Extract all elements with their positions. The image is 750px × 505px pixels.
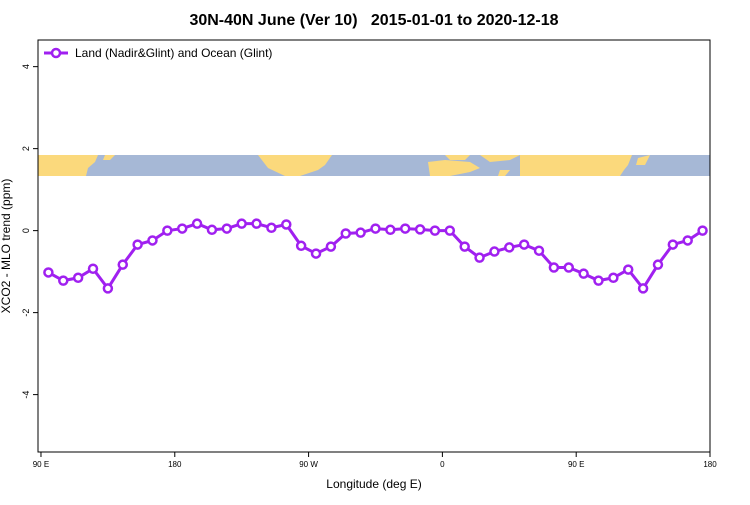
point: [518, 239, 530, 250]
point: [370, 223, 381, 234]
x-tick-label: 0: [440, 460, 445, 469]
x-tick-label: 180: [703, 460, 717, 469]
point: [147, 235, 158, 246]
y-tick-label: -2: [21, 309, 31, 317]
legend-label: Land (Nadir&Glint) and Ocean (Glint): [75, 46, 272, 60]
point: [281, 219, 292, 230]
point: [340, 228, 352, 239]
point: [459, 241, 470, 252]
point: [414, 224, 426, 235]
point: [578, 268, 589, 279]
point: [622, 264, 634, 275]
x-tick-label: 180: [168, 460, 182, 469]
point: [563, 262, 575, 273]
legend-marker: [50, 47, 62, 59]
chart-title: 30N-40N June (Ver 10) 2015-01-01 to 2020…: [189, 12, 558, 29]
point: [221, 223, 233, 234]
point: [355, 227, 366, 238]
point: [489, 246, 500, 257]
point: [72, 272, 84, 284]
point: [176, 223, 188, 234]
x-tick-label: 90 E: [568, 460, 584, 469]
point: [385, 224, 396, 236]
point: [191, 218, 203, 229]
point: [652, 259, 664, 270]
point: [325, 241, 337, 252]
point: [504, 242, 515, 253]
point: [102, 283, 114, 294]
point: [429, 225, 441, 236]
x-tick-label: 90 E: [33, 460, 49, 469]
point: [593, 275, 604, 286]
y-tick-label: 4: [21, 64, 31, 69]
x-tick-label: 90 W: [299, 460, 318, 469]
y-tick-label: -4: [21, 391, 31, 399]
point: [533, 245, 545, 256]
y-tick-label: 0: [21, 228, 31, 233]
point: [637, 283, 649, 294]
point: [162, 225, 173, 236]
point: [132, 239, 143, 250]
point: [444, 225, 456, 236]
y-tick-label: 2: [21, 146, 31, 151]
point: [295, 240, 307, 252]
plot-frame: [37, 39, 711, 453]
point: [310, 248, 322, 259]
point: [43, 267, 54, 278]
point: [667, 239, 679, 250]
point: [117, 259, 128, 270]
point: [206, 224, 218, 236]
point: [266, 222, 277, 234]
point: [608, 272, 619, 284]
x-axis-label: Longitude (deg E): [326, 477, 421, 491]
map-strip: [38, 155, 710, 176]
point: [58, 275, 69, 286]
point: [399, 223, 411, 234]
point: [474, 252, 485, 263]
point: [251, 218, 262, 229]
point: [87, 263, 99, 275]
point: [697, 225, 708, 236]
y-axis-label: XCO2 - MLO trend (ppm): [0, 179, 13, 314]
point: [548, 262, 560, 273]
point: [236, 218, 247, 229]
point: [682, 235, 693, 246]
